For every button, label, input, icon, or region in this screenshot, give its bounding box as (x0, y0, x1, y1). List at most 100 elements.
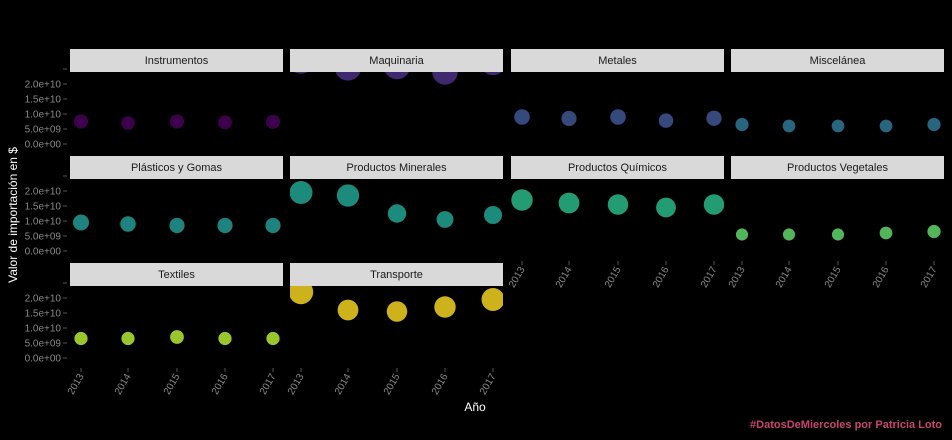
x-tick-label: 2016 (430, 372, 451, 397)
facet-title: Instrumentos (145, 55, 209, 67)
x-tick-label: 2015 (823, 265, 844, 290)
data-point (879, 226, 893, 240)
y-tick-label: 5.0e+09 (25, 339, 62, 350)
data-point (481, 288, 503, 311)
data-point (658, 113, 674, 128)
data-point (927, 117, 941, 132)
data-point (831, 119, 845, 133)
data-point (706, 110, 722, 126)
x-tick-label: 2015 (382, 372, 403, 397)
data-point (266, 331, 280, 346)
data-point (265, 217, 281, 234)
data-point (735, 117, 749, 132)
x-tick-label: 2017 (258, 372, 279, 397)
y-tick-label: 0.0e+00 (25, 140, 62, 151)
y-tick-label: 0.0e+00 (25, 354, 62, 365)
facet-title: Miscelánea (810, 55, 867, 67)
facet-strip (290, 156, 503, 179)
y-tick-label: 1.0e+10 (25, 110, 62, 121)
facet-title: Metales (598, 55, 637, 67)
x-tick-label: 2013 (286, 372, 307, 397)
facet-strip (731, 49, 944, 72)
facet-strip (731, 156, 944, 179)
x-tick-label: 2017 (699, 265, 720, 290)
data-point (436, 211, 454, 228)
x-tick-label: 2016 (210, 372, 231, 397)
data-point (387, 204, 407, 223)
data-point (218, 115, 232, 130)
data-point (558, 192, 580, 214)
y-tick-label: 1.0e+10 (25, 217, 62, 228)
data-point (434, 296, 456, 318)
data-point (656, 197, 676, 218)
x-tick-label: 2013 (66, 372, 87, 397)
data-point (290, 286, 314, 305)
y-tick-label: 1.5e+10 (25, 202, 62, 213)
data-point (336, 184, 360, 207)
data-point (290, 181, 313, 204)
data-point (72, 214, 90, 231)
data-point (561, 110, 577, 127)
data-point (218, 331, 232, 346)
data-point (170, 330, 184, 344)
facet-strip (290, 49, 503, 72)
x-tick-label: 2014 (554, 265, 575, 290)
x-tick-label: 2014 (774, 265, 795, 290)
facet-strip (70, 49, 283, 72)
data-point (121, 331, 135, 346)
y-tick-label: 2.0e+10 (25, 294, 62, 305)
data-point (514, 109, 530, 125)
data-point (735, 228, 749, 241)
facet-title: Productos Vegetales (787, 162, 888, 174)
data-point (294, 72, 308, 74)
facet-title: Transporte (370, 269, 423, 281)
y-axis-title: Valor de importación en $ (6, 147, 20, 283)
x-tick-label: 2014 (333, 372, 354, 397)
data-point (169, 217, 185, 234)
facet-strip (511, 156, 724, 179)
data-point (74, 331, 88, 346)
facet-title: Productos Minerales (346, 162, 447, 174)
data-point (265, 114, 281, 129)
data-point (121, 116, 135, 130)
y-tick-label: 1.5e+10 (25, 309, 62, 320)
facet-strip (70, 263, 283, 286)
data-point (120, 216, 136, 232)
y-tick-label: 1.0e+10 (25, 324, 62, 335)
data-point (73, 114, 89, 129)
y-tick-label: 2.0e+10 (25, 187, 62, 198)
y-tick-label: 2.0e+10 (25, 80, 62, 91)
chart-caption: #DatosDeMiercoles por Patricia Loto (750, 419, 942, 431)
x-tick-label: 2016 (651, 265, 672, 290)
data-point (335, 72, 361, 81)
data-point (432, 72, 458, 85)
facet-strip (511, 49, 724, 72)
facet-title: Productos Químicos (568, 162, 668, 174)
x-tick-label: 2015 (603, 265, 624, 290)
x-tick-label: 2013 (727, 265, 748, 290)
data-point (831, 228, 845, 241)
data-point (484, 72, 502, 76)
y-tick-label: 0.0e+00 (25, 247, 62, 258)
data-point (782, 119, 796, 133)
data-point (169, 114, 185, 129)
facet-strip (290, 263, 503, 286)
data-point (483, 205, 503, 225)
facet-title: Plásticos y Gomas (131, 162, 223, 174)
facet-title: Textiles (158, 269, 195, 281)
x-tick-label: 2014 (113, 372, 134, 397)
data-point (511, 189, 533, 211)
data-point (879, 119, 893, 133)
data-point (610, 109, 626, 125)
x-tick-label: 2013 (507, 265, 528, 290)
data-point (927, 224, 941, 239)
facet-title: Maquinaria (369, 55, 424, 67)
facet-strip (70, 156, 283, 179)
data-point (782, 228, 796, 241)
data-point (385, 72, 409, 80)
y-tick-label: 5.0e+09 (25, 125, 62, 136)
y-tick-label: 1.5e+10 (25, 95, 62, 106)
data-point (386, 301, 408, 322)
data-point (607, 194, 629, 215)
